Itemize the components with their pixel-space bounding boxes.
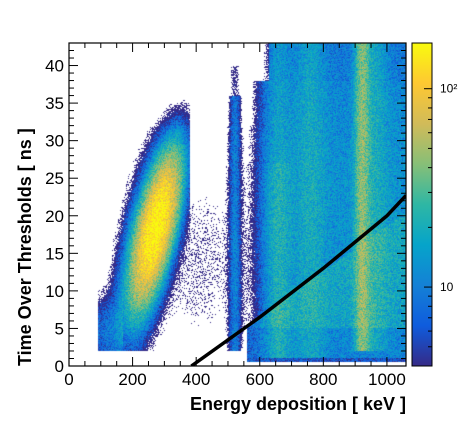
- x-tick-label: 400: [182, 370, 210, 389]
- plot-frame: [68, 42, 407, 367]
- x-axis-title: Energy deposition [ keV ]: [190, 394, 406, 414]
- y-tick-label: 25: [45, 169, 64, 188]
- y-tick-label: 5: [55, 319, 64, 338]
- heatmap-cells: [69, 43, 406, 366]
- y-tick-label: 20: [45, 207, 64, 226]
- x-tick-label: 1000: [368, 370, 406, 389]
- y-tick-label: 0: [55, 357, 64, 376]
- colorbar: [411, 42, 433, 367]
- cut-line: [190, 194, 406, 366]
- colorbar-axis: 10 10²: [424, 82, 457, 348]
- x-tick-label: 800: [309, 370, 337, 389]
- y-tick-label: 30: [45, 132, 64, 151]
- y-tick-label: 15: [45, 244, 64, 263]
- colorbar-tick-label: 10²: [440, 82, 457, 96]
- x-axis: 0 200 400 600 800 1000: [64, 43, 406, 389]
- x-tick-label: 200: [118, 370, 146, 389]
- x-tick-label: 0: [64, 370, 73, 389]
- y-axis-title: Time Over Thresholds [ ns ]: [15, 128, 35, 366]
- y-axis: 0 5 10 15 20 25 30 35 40: [45, 42, 406, 376]
- y-tick-label: 40: [45, 57, 64, 76]
- y-tick-label: 35: [45, 94, 64, 113]
- y-tick-label: 10: [45, 282, 64, 301]
- x-tick-label: 600: [246, 370, 274, 389]
- colorbar-tick-label: 10: [440, 280, 454, 294]
